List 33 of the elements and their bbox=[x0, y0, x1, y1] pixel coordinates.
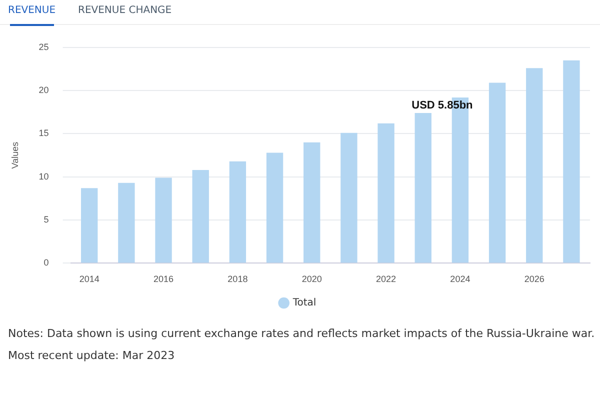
bar bbox=[340, 132, 358, 263]
bar bbox=[488, 82, 506, 263]
text: REVENUE CHANGE bbox=[78, 5, 172, 16]
y-tick-label: 20 bbox=[38, 85, 49, 96]
bar bbox=[304, 142, 320, 263]
x-tick-label: 2018 bbox=[228, 274, 248, 284]
x-tick-label: 2020 bbox=[302, 274, 322, 284]
bar bbox=[81, 188, 98, 263]
bar bbox=[266, 152, 284, 263]
y-tick-label: 25 bbox=[38, 42, 49, 52]
bar bbox=[229, 161, 246, 263]
text: Notes: Data shown is using current exchange rates and reflects market impacts of the Russia-Ukraine war. bbox=[8, 327, 595, 340]
x-tick-label: 2014 bbox=[79, 274, 100, 284]
text: REVENUE bbox=[8, 5, 56, 16]
bar bbox=[378, 123, 394, 263]
x-tick-label: 2016 bbox=[154, 274, 174, 284]
x-tick-label: 2022 bbox=[376, 274, 396, 284]
bar bbox=[526, 68, 543, 263]
annotation: USD 5.85bn bbox=[412, 100, 474, 112]
legend-label: Total bbox=[292, 298, 316, 309]
text: Most recent update: Mar 2023 bbox=[8, 349, 175, 362]
bar bbox=[155, 178, 172, 263]
x-tick-label: 2024 bbox=[450, 274, 470, 284]
x-tick-label: 2026 bbox=[524, 274, 544, 284]
y-tick-label: 5 bbox=[44, 214, 49, 225]
y-axis-title: Values bbox=[10, 141, 20, 169]
y-tick-label: 10 bbox=[38, 171, 49, 182]
bar bbox=[563, 60, 580, 263]
bar bbox=[192, 170, 209, 263]
bar bbox=[118, 182, 135, 263]
y-tick-label: 0 bbox=[44, 258, 49, 268]
bar bbox=[414, 113, 432, 263]
y-tick-label: 15 bbox=[38, 128, 49, 138]
